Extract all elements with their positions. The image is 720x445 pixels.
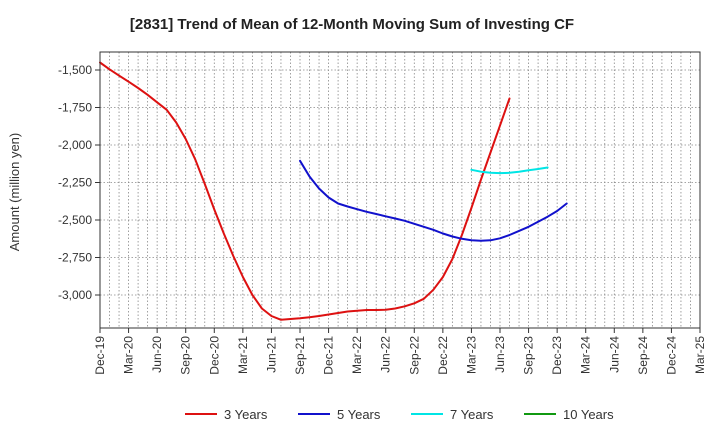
x-tick-label: Sep-23 — [522, 336, 536, 375]
x-tick-label: Mar-24 — [579, 336, 593, 374]
x-tick-label: Mar-20 — [122, 336, 136, 374]
x-tick-label: Jun-23 — [493, 336, 507, 373]
x-tick-label: Sep-22 — [407, 336, 421, 375]
x-tick-label: Sep-24 — [636, 336, 650, 375]
y-tick-label: -2,250 — [58, 176, 92, 190]
y-tick-label: -2,000 — [58, 138, 92, 152]
y-tick-label: -1,750 — [58, 101, 92, 115]
x-tick-label: Jun-20 — [150, 336, 164, 373]
legend-label: 7 Years — [450, 407, 494, 422]
x-tick-label: Jun-21 — [264, 336, 278, 373]
legend-label: 5 Years — [337, 407, 381, 422]
series-line-7-years — [470, 166, 549, 175]
x-tick-label: Sep-21 — [293, 336, 307, 375]
chart-title: [2831] Trend of Mean of 12-Month Moving … — [130, 16, 574, 33]
x-tick-label: Dec-24 — [664, 336, 678, 375]
y-tick-label: -2,500 — [58, 213, 92, 227]
x-tick-label: Dec-21 — [322, 336, 336, 375]
x-tick-label: Sep-20 — [179, 336, 193, 375]
legend: 3 Years 5 Years 7 Years 10 Years — [185, 407, 614, 422]
x-axis-ticks: Dec-19 Mar-20 Jun-20 Sep-20 Dec-20 Mar-21 Jun-… — [93, 328, 707, 375]
x-tick-label: Dec-19 — [93, 336, 107, 375]
x-tick-label: Mar-25 — [693, 336, 707, 374]
y-tick-label: -1,500 — [58, 63, 92, 77]
y-tick-label: -3,000 — [58, 288, 92, 302]
x-tick-label: Jun-22 — [379, 336, 393, 373]
x-tick-label: Dec-23 — [550, 336, 564, 375]
x-tick-label: Mar-23 — [464, 336, 478, 374]
plot-frame — [99, 51, 701, 329]
x-tick-label: Dec-22 — [436, 336, 450, 375]
x-tick-label: Jun-24 — [607, 336, 621, 373]
series-layer — [99, 61, 568, 321]
grid-layer — [99, 52, 700, 328]
y-axis-ticks: -1,500 -1,750 -2,000 -2,250 -2,500 -2,750 -3,0… — [58, 63, 100, 302]
series-line-3-years — [99, 61, 511, 321]
legend-label: 10 Years — [563, 407, 614, 422]
series-line-5-years — [299, 159, 568, 242]
x-tick-label: Dec-20 — [207, 336, 221, 375]
x-tick-label: Mar-21 — [236, 336, 250, 374]
x-tick-label: Mar-22 — [350, 336, 364, 374]
y-axis-label: Amount (million yen) — [7, 133, 22, 252]
y-tick-label: -2,750 — [58, 251, 92, 265]
legend-label: 3 Years — [224, 407, 268, 422]
